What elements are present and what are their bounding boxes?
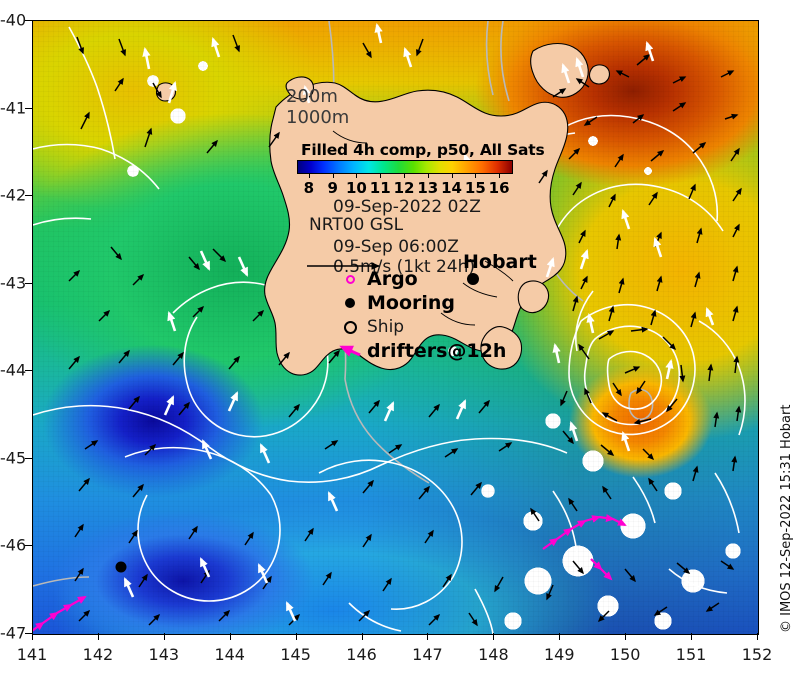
y-axis-tick-label: -45 [0,448,27,468]
x-axis-tick-label: 146 [346,645,377,664]
drifter-tracks [33,514,627,632]
y-axis-tick-label: -43 [0,273,27,293]
y-axis-tick [25,370,32,372]
x-axis-tick [559,633,561,640]
y-axis-tick-label: -44 [0,360,27,380]
credit-text: © IMOS 12-Sep-2022 15:31 Hobart [757,20,793,633]
y-axis-tick-label: -40 [0,10,27,30]
x-axis-tick [97,633,99,640]
x-axis-tick-label: 150 [609,645,641,664]
surface-current-vectors-white [123,22,715,622]
x-axis-tick-label: 148 [478,645,509,664]
x-axis-tick [32,633,33,640]
x-axis-tick [361,633,363,640]
y-axis-tick-label: -42 [0,185,27,205]
x-axis-tick-label: 149 [543,645,575,664]
x-axis-tick-label: 144 [214,645,245,664]
y-axis-tick [25,195,32,197]
x-axis-tick-label: 151 [675,645,707,664]
y-axis-tick-label: -46 [0,535,27,555]
land-masses [155,42,610,376]
mooring-markers [115,561,127,573]
map-plot-area[interactable]: 200m 1000m Filled 4h comp, p50, All Sats… [32,20,759,635]
x-axis-tick-label: 145 [280,645,311,664]
x-axis-tick [163,633,165,640]
x-axis-tick [493,633,495,640]
y-axis-tick [25,20,32,21]
surface-current-vectors-black [68,34,742,627]
x-axis-tick [625,633,627,640]
credit-label: © IMOS 12-Sep-2022 15:31 Hobart [779,404,793,633]
x-axis-tick-label: 147 [412,645,443,664]
y-axis-tick [25,633,32,634]
x-axis-tick [757,633,758,640]
y-axis-tick [25,107,32,109]
y-axis-tick [25,545,32,547]
x-axis-tick-label: 141 [16,645,48,664]
x-axis-tick-label: 142 [82,645,114,664]
x-axis-tick [229,633,231,640]
map-vector-overlay [33,21,746,634]
y-axis-tick [25,282,32,284]
y-axis-tick [25,457,32,459]
x-axis-tick [295,633,297,640]
x-axis-tick-label: 152 [741,645,773,664]
x-axis-tick-label: 143 [148,645,180,664]
x-axis-tick [427,633,429,640]
y-axis-tick-label: -41 [0,98,27,118]
x-axis-tick [691,633,693,640]
y-axis-tick-label: -47 [0,623,27,643]
